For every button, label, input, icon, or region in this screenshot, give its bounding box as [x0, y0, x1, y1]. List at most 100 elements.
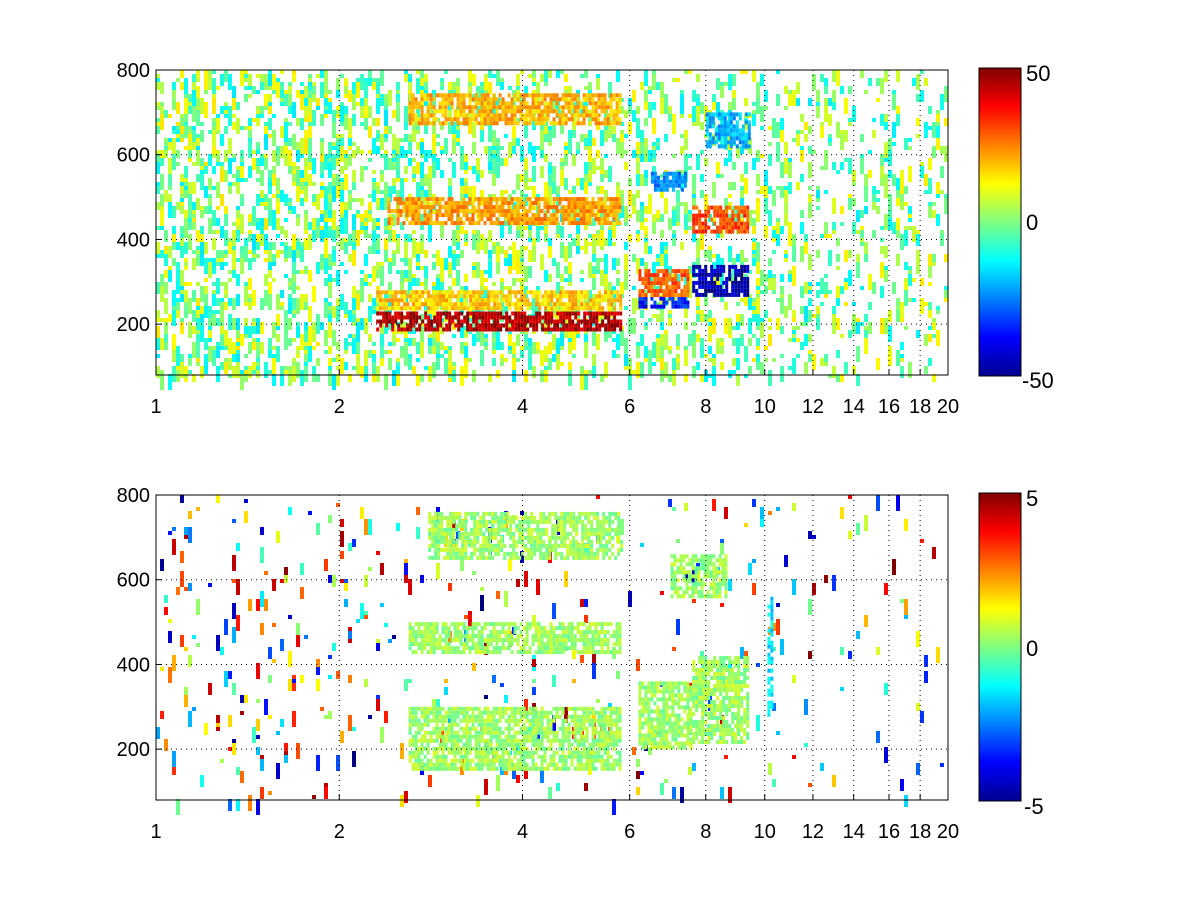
- heatmap-cell: [376, 222, 380, 226]
- heatmap-cell: [428, 230, 432, 242]
- heatmap-band-cell: [414, 217, 418, 222]
- heatmap-cell: [180, 322, 184, 334]
- heatmap-band-cell: [725, 229, 729, 234]
- heatmap-cell: [172, 138, 176, 154]
- heatmap-band-cell: [558, 97, 562, 102]
- heatmap-cell: [332, 174, 336, 178]
- heatmap-cell: [788, 94, 792, 106]
- heatmap-cell: [388, 282, 392, 298]
- heatmap-band-cell: [650, 289, 654, 294]
- heatmap-band-cell: [573, 93, 577, 98]
- heatmap-cell: [268, 86, 272, 90]
- heatmap-cell: [624, 110, 628, 118]
- heatmap-band-cell: [573, 97, 577, 102]
- heatmap-cell: [752, 70, 756, 82]
- heatmap-band-cell: [525, 101, 529, 106]
- heatmap-cell: [908, 138, 912, 142]
- heatmap-cell: [848, 86, 852, 94]
- heatmap-band-cell: [474, 97, 478, 102]
- heatmap-cell: [404, 166, 408, 174]
- heatmap-band-cell: [427, 306, 431, 311]
- heatmap-cell: [616, 138, 620, 154]
- heatmap-cell: [412, 278, 416, 286]
- heatmap-cell: [284, 370, 288, 374]
- heatmap-cell: [172, 234, 176, 246]
- heatmap-cell: [504, 190, 508, 194]
- heatmap-cell: [748, 338, 752, 346]
- heatmap-band-cell: [580, 298, 584, 303]
- heatmap-band-cell: [505, 294, 509, 299]
- heatmap-cell: [260, 242, 264, 246]
- heatmap-band-cell: [707, 284, 711, 289]
- heatmap-band-cell: [597, 97, 601, 102]
- heatmap-band-cell: [616, 294, 620, 299]
- heatmap-band-cell: [591, 213, 595, 218]
- heatmap-cell: [536, 342, 540, 350]
- heatmap-cell: [856, 322, 860, 334]
- heatmap-cell: [204, 90, 208, 94]
- heatmap-band-cell: [534, 197, 538, 202]
- heatmap-band-cell: [523, 327, 527, 332]
- heatmap-cell: [560, 334, 564, 346]
- heatmap-cell: [668, 350, 672, 354]
- heatmap-cell: [312, 366, 316, 378]
- heatmap-band-cell: [499, 306, 503, 311]
- heatmap-cell: [768, 370, 772, 386]
- heatmap-band-cell: [728, 268, 732, 273]
- heatmap-cell: [856, 346, 860, 362]
- heatmap-band-cell: [573, 109, 577, 114]
- heatmap-cell: [592, 278, 596, 290]
- heatmap-band-cell: [453, 221, 457, 226]
- heatmap-band-cell: [439, 298, 443, 303]
- heatmap-cell: [396, 246, 400, 254]
- heatmap-cell: [808, 334, 812, 338]
- heatmap-cell: [472, 74, 476, 86]
- heatmap-cell: [328, 370, 332, 386]
- heatmap-band-cell: [438, 101, 442, 106]
- heatmap-band-cell: [483, 221, 487, 226]
- heatmap-cell: [376, 286, 380, 290]
- heatmap-cell: [628, 122, 632, 134]
- heatmap-cell: [396, 82, 400, 94]
- heatmap-cell: [240, 334, 244, 346]
- heatmap-band-cell: [492, 209, 496, 214]
- heatmap-band-cell: [397, 306, 401, 311]
- heatmap-band-cell: [579, 209, 583, 214]
- heatmap-band-cell: [604, 290, 608, 295]
- heatmap-cell: [316, 358, 320, 366]
- heatmap-cell: [752, 314, 756, 322]
- heatmap-cell: [164, 342, 168, 350]
- heatmap-cell: [208, 178, 212, 190]
- heatmap-band-cell: [609, 97, 613, 102]
- heatmap-band-cell: [496, 290, 500, 295]
- heatmap-cell: [780, 354, 784, 358]
- heatmap-band-cell: [528, 201, 532, 206]
- heatmap-band-cell: [665, 281, 669, 286]
- heatmap-band-cell: [451, 315, 455, 320]
- heatmap-cell: [208, 306, 212, 318]
- heatmap-band-cell: [408, 105, 412, 110]
- heatmap-band-cell: [701, 292, 705, 297]
- heatmap-band-cell: [456, 205, 460, 210]
- heatmap-cell: [156, 318, 160, 322]
- heatmap-cell: [928, 158, 932, 170]
- heatmap-cell: [300, 246, 304, 262]
- heatmap-cell: [292, 358, 296, 362]
- heatmap-band-cell: [430, 294, 434, 299]
- heatmap-band-cell: [501, 205, 505, 210]
- heatmap-band-cell: [574, 311, 578, 316]
- heatmap-band-cell: [487, 302, 491, 307]
- heatmap-cell: [188, 102, 192, 106]
- heatmap-cell: [340, 166, 344, 174]
- heatmap-band-cell: [725, 217, 729, 222]
- heatmap-band-cell: [573, 113, 577, 118]
- heatmap-band-cell: [526, 290, 530, 295]
- heatmap-cell: [884, 158, 888, 162]
- heatmap-cell: [220, 362, 224, 370]
- heatmap-band-cell: [490, 298, 494, 303]
- heatmap-cell: [856, 210, 860, 222]
- heatmap-band-cell: [474, 93, 478, 98]
- heatmap-band-cell: [641, 281, 645, 286]
- heatmap-cell: [448, 246, 452, 250]
- heatmap-cell: [420, 282, 424, 286]
